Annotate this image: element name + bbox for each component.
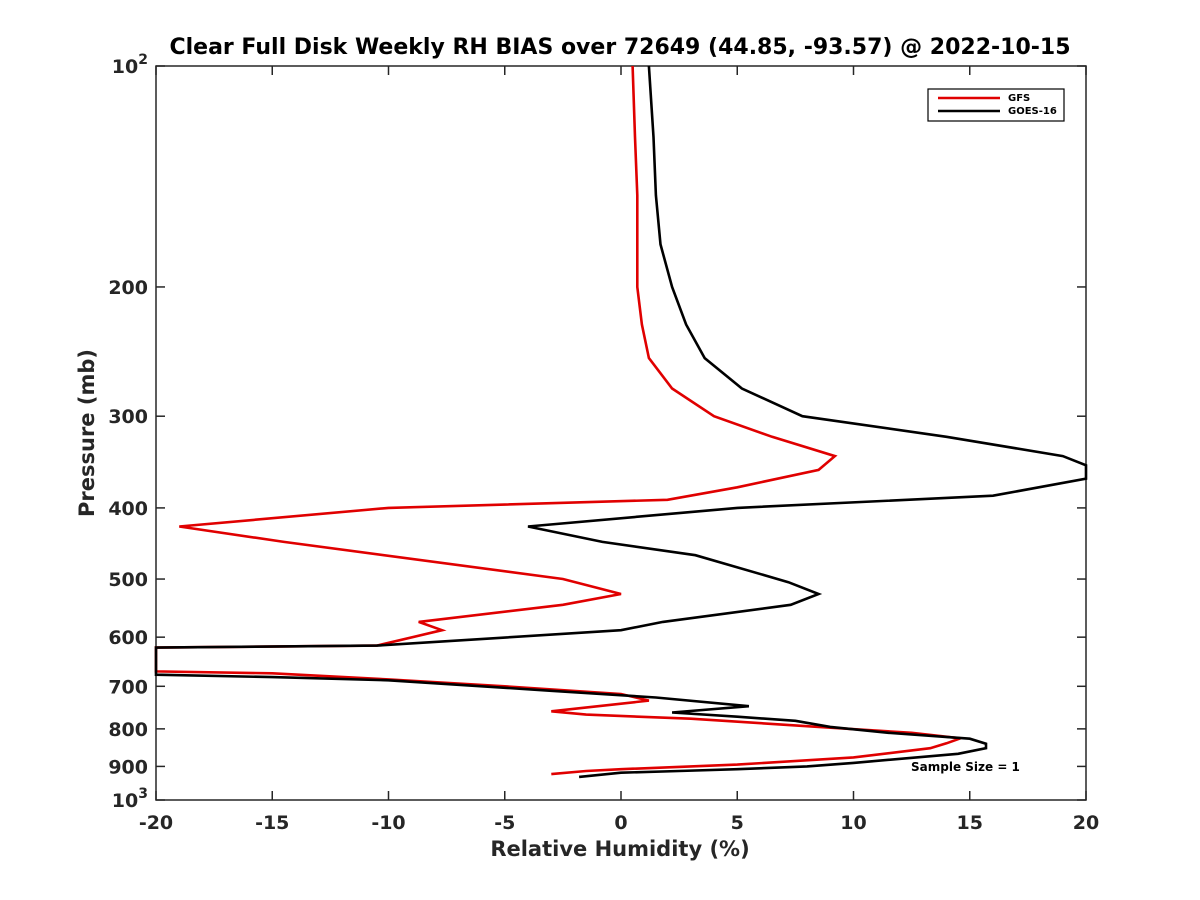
- x-tick-label: 10: [840, 812, 866, 834]
- y-tick-label: 300: [108, 406, 148, 428]
- x-tick-label: 20: [1073, 812, 1099, 834]
- y-tick-label: 103: [112, 786, 148, 812]
- y-tick-label: 900: [108, 756, 148, 778]
- y-tick-label: 800: [108, 719, 148, 741]
- x-tick-label: 5: [731, 812, 744, 834]
- x-tick-label: -15: [255, 812, 289, 834]
- y-axis-ticks: 102 200 300 400 500 600 700 800 900 103: [108, 52, 1086, 812]
- x-tick-label: -10: [371, 812, 405, 834]
- y-tick-label: 400: [108, 498, 148, 520]
- legend-label-goes16: GOES-16: [1008, 106, 1057, 117]
- x-tick-label: -5: [494, 812, 515, 834]
- x-axis-label: Relative Humidity (%): [490, 837, 749, 861]
- x-tick-label: 0: [614, 812, 627, 834]
- y-tick-label: 700: [108, 676, 148, 698]
- y-axis-label: Pressure (mb): [75, 349, 99, 517]
- legend-label-gfs: GFS: [1008, 93, 1030, 104]
- series-layer: [154, 65, 1088, 779]
- series-line-goes16: [154, 65, 1088, 779]
- y-tick-label: 200: [108, 277, 148, 299]
- sample-size-annotation: Sample Size = 1: [911, 760, 1020, 774]
- y-tick-label: 500: [108, 569, 148, 591]
- x-axis-ticks: -20 -15 -10 -5 0 5 10 15 20: [139, 66, 1099, 834]
- y-tick-label: 102: [112, 52, 148, 78]
- y-tick-label: 600: [108, 627, 148, 649]
- legend: GFS GOES-16: [927, 88, 1065, 122]
- chart-title: Clear Full Disk Weekly RH BIAS over 7264…: [169, 35, 1070, 60]
- legend-box: [927, 88, 1065, 122]
- x-tick-label: 15: [957, 812, 983, 834]
- x-tick-label: -20: [139, 812, 173, 834]
